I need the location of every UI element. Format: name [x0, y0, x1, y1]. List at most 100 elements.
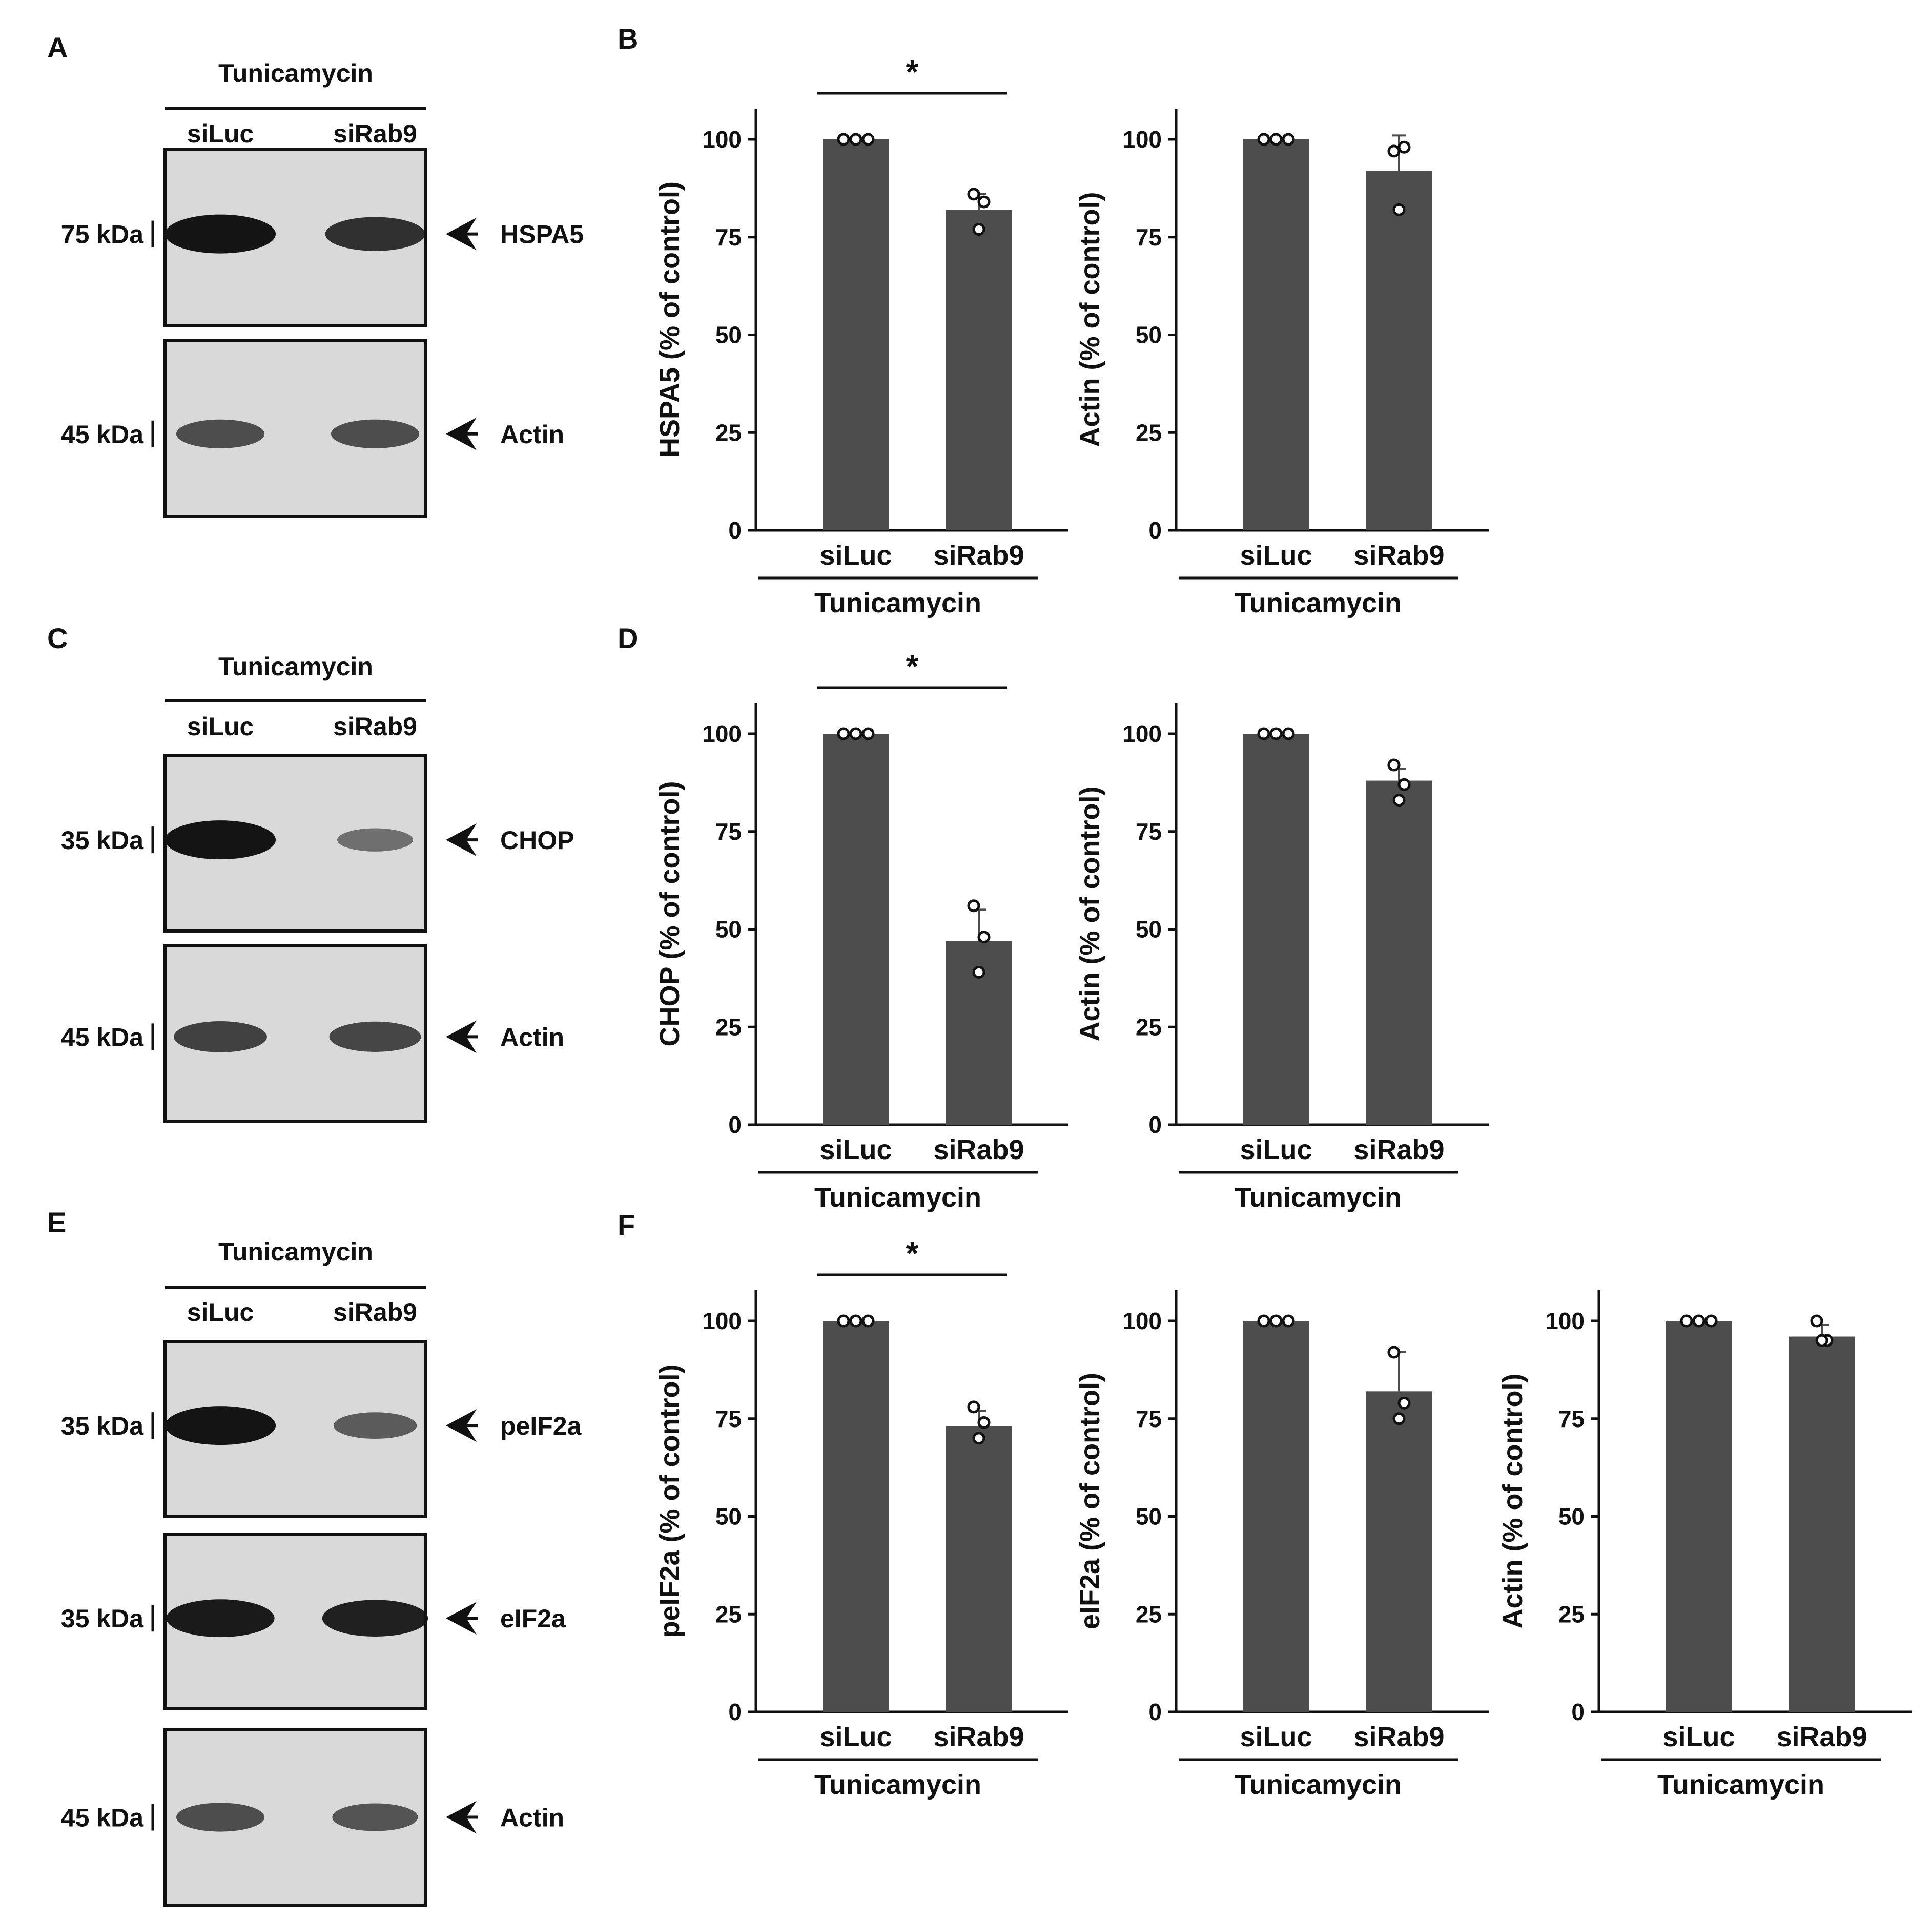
- data-point: [1387, 1346, 1401, 1359]
- data-point: [861, 133, 875, 146]
- protein-band: [331, 419, 420, 448]
- protein-band: [165, 214, 276, 254]
- bar-siRab9: [946, 1426, 1012, 1712]
- mw-marker: 45 kDa: [61, 1023, 144, 1051]
- y-tick-label: 0: [1148, 517, 1162, 544]
- protein-label: HSPA5: [500, 220, 584, 249]
- data-point: [967, 1400, 980, 1414]
- blot-c: C Tunicamycin siLuc siRab9 35 kDa CHOP 45 kDa A…: [47, 622, 574, 1123]
- lane-label: siLuc: [187, 712, 254, 741]
- y-tick-label: 75: [715, 1405, 742, 1432]
- bar-siLuc: [823, 139, 889, 530]
- protein-band: [322, 1600, 428, 1637]
- data-point: [1387, 758, 1401, 772]
- protein-label: Actin: [500, 1023, 564, 1051]
- data-point: [972, 222, 985, 236]
- data-point: [1392, 794, 1406, 807]
- arrow-icon: [446, 823, 477, 857]
- protein-label: CHOP: [500, 826, 574, 855]
- y-tick-label: 25: [1136, 1014, 1162, 1040]
- data-point: [1680, 1314, 1693, 1328]
- panel-letter: B: [618, 23, 638, 55]
- data-point: [1392, 203, 1406, 216]
- lane-label: siLuc: [187, 119, 254, 148]
- group-label: Tunicamycin: [814, 1182, 981, 1213]
- significance-marker: *: [906, 53, 919, 90]
- y-tick-label: 0: [1571, 1699, 1585, 1725]
- mw-marker: 35 kDa: [61, 1604, 144, 1633]
- y-tick-label: 100: [1122, 1308, 1162, 1334]
- y-tick-label: 50: [715, 916, 742, 943]
- x-tick-label: siRab9: [1776, 1722, 1867, 1752]
- data-point: [1397, 778, 1411, 791]
- protein-band: [165, 1406, 276, 1445]
- bar-siLuc: [1243, 1321, 1309, 1712]
- bar-siRab9: [946, 210, 1012, 531]
- blot-strip: 35 kDa peIF2a: [61, 1340, 582, 1518]
- bar-siRab9: [1366, 171, 1432, 530]
- group-label: Tunicamycin: [1235, 1769, 1402, 1800]
- protein-band: [176, 419, 265, 448]
- treatment-header: Tunicamycin: [218, 652, 373, 681]
- y-tick-label: 50: [715, 322, 742, 348]
- y-tick-label: 25: [715, 1601, 742, 1627]
- data-point: [967, 899, 980, 913]
- y-tick-label: 100: [702, 720, 742, 747]
- y-tick-label: 100: [1545, 1308, 1585, 1334]
- mw-marker: 45 kDa: [61, 420, 144, 449]
- lane-label: siRab9: [333, 1298, 417, 1327]
- group-label: Tunicamycin: [814, 1769, 981, 1800]
- y-axis-title: Actin (% of control): [1075, 787, 1105, 1042]
- mw-marker: 45 kDa: [61, 1804, 144, 1832]
- blot-strip: 45 kDa Actin: [61, 1728, 564, 1907]
- significance-marker: *: [906, 1235, 919, 1272]
- x-tick-label: siLuc: [819, 1134, 892, 1165]
- y-tick-label: 100: [1122, 720, 1162, 747]
- protein-band: [337, 828, 413, 852]
- x-tick-label: siLuc: [819, 1722, 892, 1752]
- bar-siLuc: [823, 734, 889, 1125]
- protein-label: peIF2a: [500, 1412, 582, 1440]
- y-tick-label: 50: [1136, 1503, 1162, 1530]
- mw-marker: 35 kDa: [61, 826, 144, 855]
- protein-label: Actin: [500, 1804, 564, 1832]
- treatment-header: Tunicamycin: [218, 59, 373, 88]
- lane-label: siRab9: [333, 712, 417, 741]
- data-point: [977, 195, 991, 209]
- y-axis-title: HSPA5 (% of control): [654, 181, 685, 458]
- data-point: [972, 1432, 985, 1445]
- blot-strip: 35 kDa CHOP: [61, 754, 574, 933]
- bar-siRab9: [1366, 1391, 1432, 1712]
- chart-b-hspa5: 0 25 50 75 100 HSPA5 (% of control) siLuc siRab…: [654, 53, 1068, 618]
- significance-marker: *: [906, 648, 919, 685]
- data-point: [1269, 727, 1283, 740]
- y-tick-label: 50: [1136, 916, 1162, 943]
- y-tick-label: 100: [702, 126, 742, 153]
- bar-siLuc: [1666, 1321, 1732, 1712]
- data-point: [1269, 1314, 1283, 1328]
- panel-letter: E: [47, 1206, 66, 1238]
- x-tick-label: siLuc: [819, 540, 892, 571]
- group-label: Tunicamycin: [1235, 588, 1402, 618]
- data-point: [849, 1314, 862, 1328]
- arrow-icon: [446, 1409, 477, 1442]
- chart-b-actin: 0 25 50 75 100 Actin (% of control) siLuc siRab…: [1075, 109, 1489, 618]
- data-point: [861, 1314, 875, 1328]
- group-label: Tunicamycin: [1235, 1182, 1402, 1213]
- y-tick-label: 25: [1558, 1601, 1585, 1627]
- y-tick-label: 75: [715, 224, 742, 251]
- y-tick-label: 75: [1136, 224, 1162, 251]
- data-point: [837, 1314, 850, 1328]
- protein-band: [332, 1803, 418, 1831]
- chart-f-eif2a: 0 25 50 75 100 eIF2a (% of control) siLuc siRab…: [1075, 1290, 1489, 1800]
- protein-band: [166, 1599, 275, 1638]
- y-tick-label: 100: [702, 1308, 742, 1334]
- y-tick-label: 100: [1122, 126, 1162, 153]
- data-point: [1397, 140, 1411, 154]
- mw-marker: 75 kDa: [61, 220, 144, 249]
- y-tick-label: 75: [1136, 1405, 1162, 1432]
- protein-band: [165, 820, 276, 860]
- data-point: [1257, 133, 1270, 146]
- y-axis-title: Actin (% of control): [1075, 192, 1105, 447]
